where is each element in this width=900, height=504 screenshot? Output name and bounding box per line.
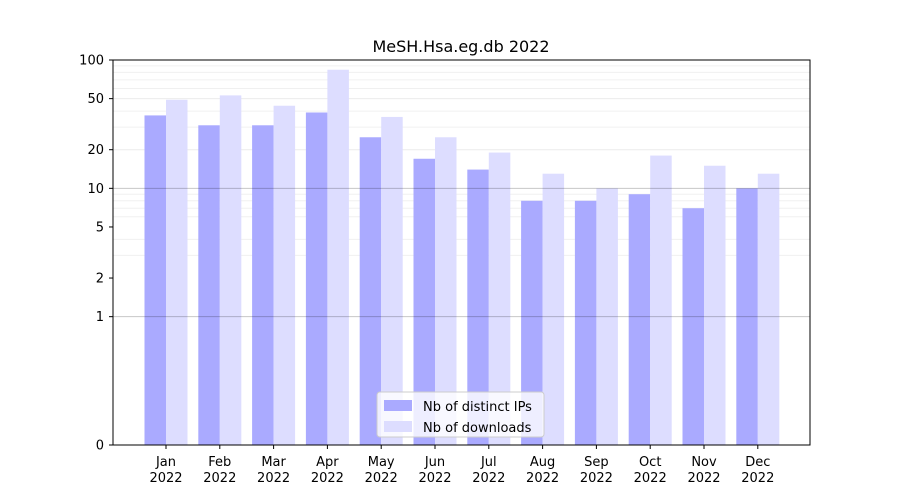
plot-frame xyxy=(112,59,811,446)
y-tick-label: 100 xyxy=(79,54,104,69)
x-tick-label: Jul 2022 xyxy=(472,455,505,486)
x-tick-label: Apr 2022 xyxy=(311,455,344,486)
y-tick-label: 1 xyxy=(96,310,104,325)
bar-downloads xyxy=(596,188,618,446)
x-tick-label: Dec 2022 xyxy=(741,455,774,486)
bar-downloads xyxy=(219,95,242,446)
bar-distinct-ips xyxy=(628,194,651,445)
y-tick-label: 10 xyxy=(87,182,104,197)
bar-distinct-ips xyxy=(736,188,758,446)
bar-distinct-ips xyxy=(682,208,704,445)
bar-distinct-ips xyxy=(144,115,166,445)
bar-downloads xyxy=(327,69,349,445)
bar-downloads xyxy=(435,137,457,446)
bar-downloads xyxy=(757,173,780,445)
bar-distinct-ips xyxy=(305,112,328,445)
bar-downloads xyxy=(542,173,565,445)
bar-downloads xyxy=(704,165,726,445)
legend-swatch xyxy=(384,400,412,411)
legend-swatch xyxy=(384,421,412,432)
bar-distinct-ips xyxy=(467,169,489,445)
bar-downloads xyxy=(488,152,511,446)
y-tick-label: 20 xyxy=(87,143,104,158)
x-tick-label: May 2022 xyxy=(365,455,398,486)
y-tick-label: 5 xyxy=(96,220,104,235)
x-tick-label: Sep 2022 xyxy=(580,455,613,486)
legend-box xyxy=(376,391,545,438)
x-tick-label: Oct 2022 xyxy=(634,455,667,486)
y-tick-label: 2 xyxy=(96,272,104,287)
bar-distinct-ips xyxy=(198,125,220,446)
legend: Nb of distinct IPs Nb of downloads xyxy=(376,391,545,438)
y-tick-label: 0 xyxy=(96,439,104,454)
x-tick-label: Feb 2022 xyxy=(203,455,236,486)
bar-distinct-ips xyxy=(521,200,543,445)
bar-downloads xyxy=(273,105,296,446)
x-tick-label: Mar 2022 xyxy=(257,455,290,486)
x-tick-label: Jun 2022 xyxy=(418,455,451,486)
legend-label: Nb of downloads xyxy=(423,421,532,436)
bar-downloads xyxy=(381,116,403,446)
bar-distinct-ips xyxy=(574,200,597,445)
y-tick-label: 50 xyxy=(87,92,104,107)
bar-distinct-ips xyxy=(252,125,274,446)
x-tick-label: Aug 2022 xyxy=(526,455,559,486)
bar-downloads xyxy=(650,155,672,445)
bar-distinct-ips xyxy=(413,158,435,446)
chart-title: MeSH.Hsa.eg.db 2022 xyxy=(372,37,549,56)
bar-downloads xyxy=(166,99,188,445)
bar-distinct-ips xyxy=(359,137,382,446)
x-tick-label: Jan 2022 xyxy=(149,455,182,486)
bars xyxy=(144,69,780,446)
x-tick-label: Nov 2022 xyxy=(687,455,720,486)
legend-label: Nb of distinct IPs xyxy=(423,400,532,415)
